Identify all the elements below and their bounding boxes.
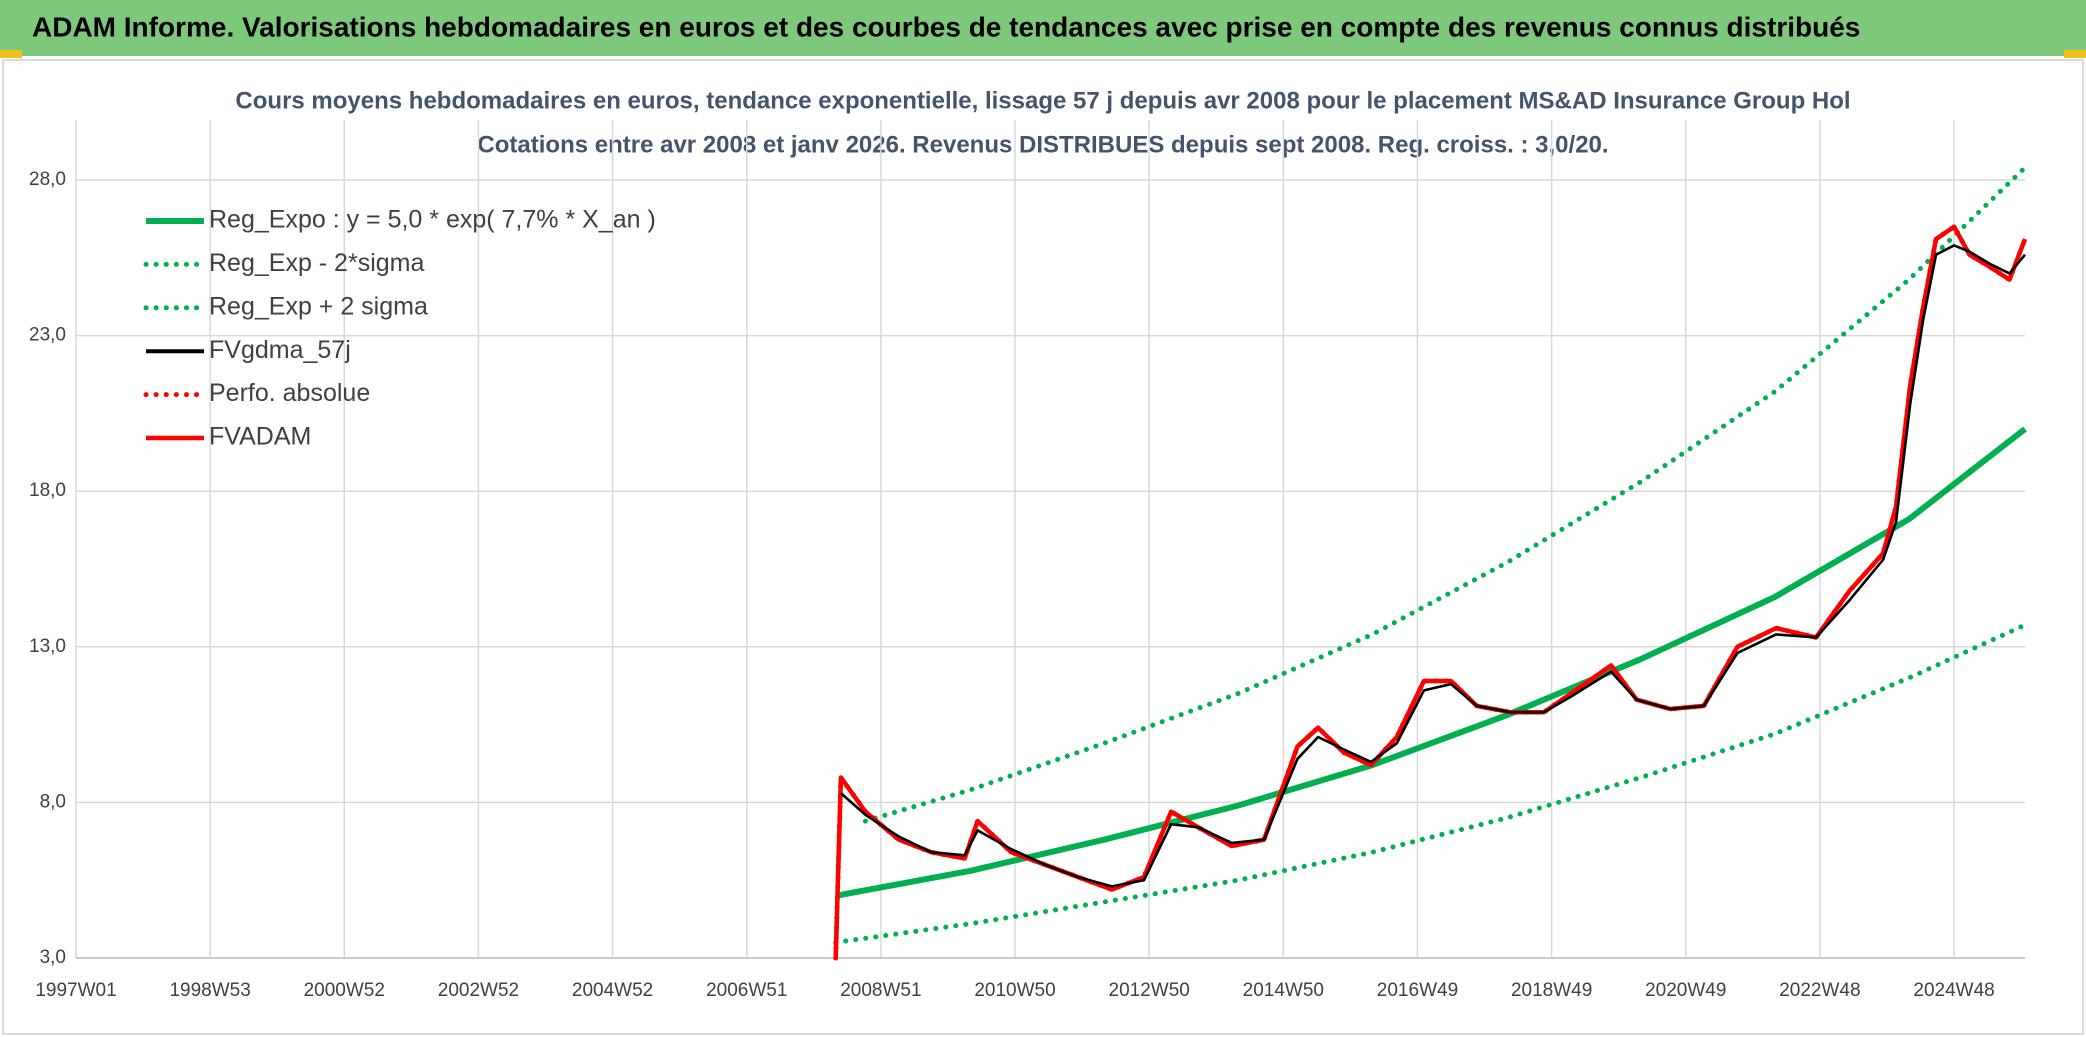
- x-tick-label: 2022W48: [1779, 980, 1860, 1001]
- x-tick-label: 2002W52: [438, 980, 519, 1001]
- chart-frame: [2, 59, 2084, 1035]
- x-tick-label: 2008W51: [840, 980, 921, 1001]
- header-bar: [0, 0, 2086, 56]
- x-tick-label: 2020W49: [1645, 980, 1726, 1001]
- x-tick-label: 2018W49: [1511, 980, 1592, 1001]
- x-tick-label: 2006W51: [706, 980, 787, 1001]
- x-tick-label: 2004W52: [572, 980, 653, 1001]
- y-tick-label: 18,0: [29, 480, 66, 501]
- legend-label: FVgdma_57j: [209, 336, 351, 364]
- x-tick-label: 1998W53: [169, 980, 250, 1001]
- chart-title: Cours moyens hebdomadaires en euros, ten…: [235, 87, 1850, 114]
- y-tick-label: 13,0: [29, 636, 66, 657]
- legend-label: FVADAM: [209, 423, 311, 451]
- chart-subtitle: Cotations entre avr 2008 et janv 2026. R…: [477, 131, 1608, 158]
- x-tick-label: 2014W50: [1243, 980, 1324, 1001]
- series-line: [833, 622, 2028, 945]
- y-tick-label: 3,0: [40, 947, 66, 968]
- y-tick-label: 23,0: [29, 325, 66, 346]
- series-line: [833, 224, 2028, 959]
- corner: [2064, 50, 2086, 58]
- x-tick-label: 2012W50: [1109, 980, 1190, 1001]
- legend-label: Reg_Expo : y = 5,0 * exp( 7,7% * X_an ): [209, 206, 656, 234]
- x-tick-label: 2010W50: [974, 980, 1055, 1001]
- legend-label: Reg_Exp - 2*sigma: [209, 249, 424, 277]
- x-tick-label: 1997W01: [35, 980, 116, 1001]
- series-line: [840, 244, 2027, 888]
- x-tick-label: 2024W48: [1913, 980, 1994, 1001]
- series-line: [835, 426, 2027, 899]
- legend-label: Perfo. absolue: [209, 379, 370, 407]
- series-line: [862, 165, 2028, 824]
- legend-label: Reg_Exp + 2 sigma: [209, 292, 428, 320]
- y-tick-label: 8,0: [40, 791, 66, 812]
- x-tick-label: 2016W49: [1377, 980, 1458, 1001]
- header-title: ADAM Informe. Valorisations hebdomadaire…: [32, 11, 1860, 42]
- x-tick-label: 2000W52: [304, 980, 385, 1001]
- corner: [0, 50, 22, 58]
- y-tick-label: 28,0: [29, 169, 66, 190]
